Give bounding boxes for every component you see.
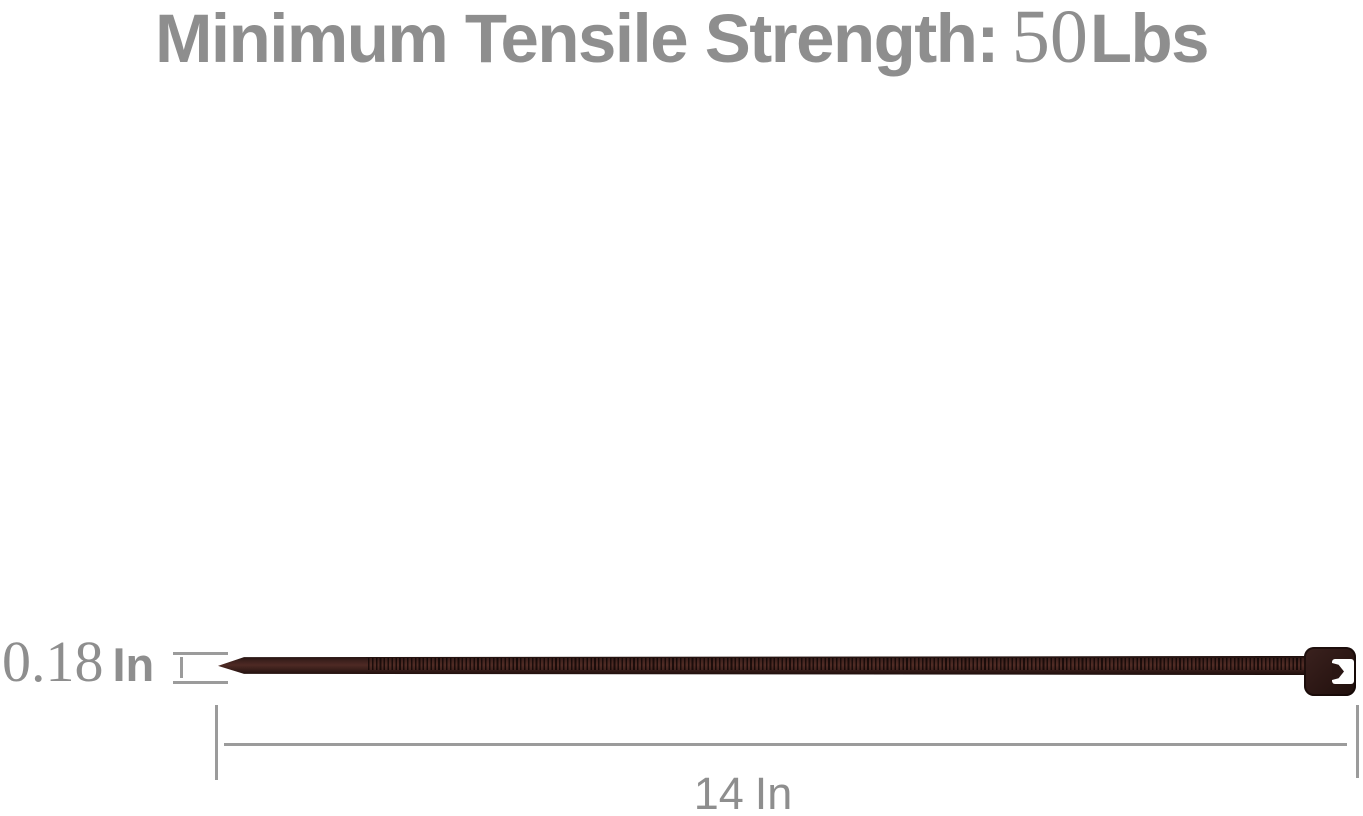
length-dimension-right-tick bbox=[1356, 705, 1359, 778]
cable-tie-strap bbox=[218, 656, 1310, 675]
width-value: 0.18 bbox=[2, 629, 104, 694]
cable-tie-head bbox=[1304, 647, 1356, 696]
cable-tie-head-slot bbox=[1332, 659, 1354, 684]
width-bracket-top-line bbox=[173, 652, 228, 655]
title-unit: Lbs bbox=[1089, 0, 1210, 77]
length-dimension-label: 14 In bbox=[694, 771, 793, 816]
width-bracket-tick bbox=[180, 657, 183, 678]
cable-tie-teeth bbox=[368, 658, 1310, 670]
cable-tie-pawl bbox=[1332, 663, 1344, 680]
title-label: Minimum Tensile Strength: bbox=[154, 0, 999, 77]
title-value: 50 bbox=[1011, 0, 1088, 79]
width-unit: In bbox=[112, 638, 155, 691]
length-dimension-line bbox=[224, 743, 1347, 746]
length-dimension-left-tick bbox=[215, 705, 218, 780]
length-value: 14 bbox=[693, 768, 744, 816]
width-bracket-bottom-line bbox=[173, 681, 228, 684]
width-dimension-label: 0.18 In bbox=[2, 633, 154, 691]
length-unit: In bbox=[754, 768, 793, 816]
page-title: Minimum Tensile Strength: 50Lbs bbox=[0, 0, 1363, 78]
